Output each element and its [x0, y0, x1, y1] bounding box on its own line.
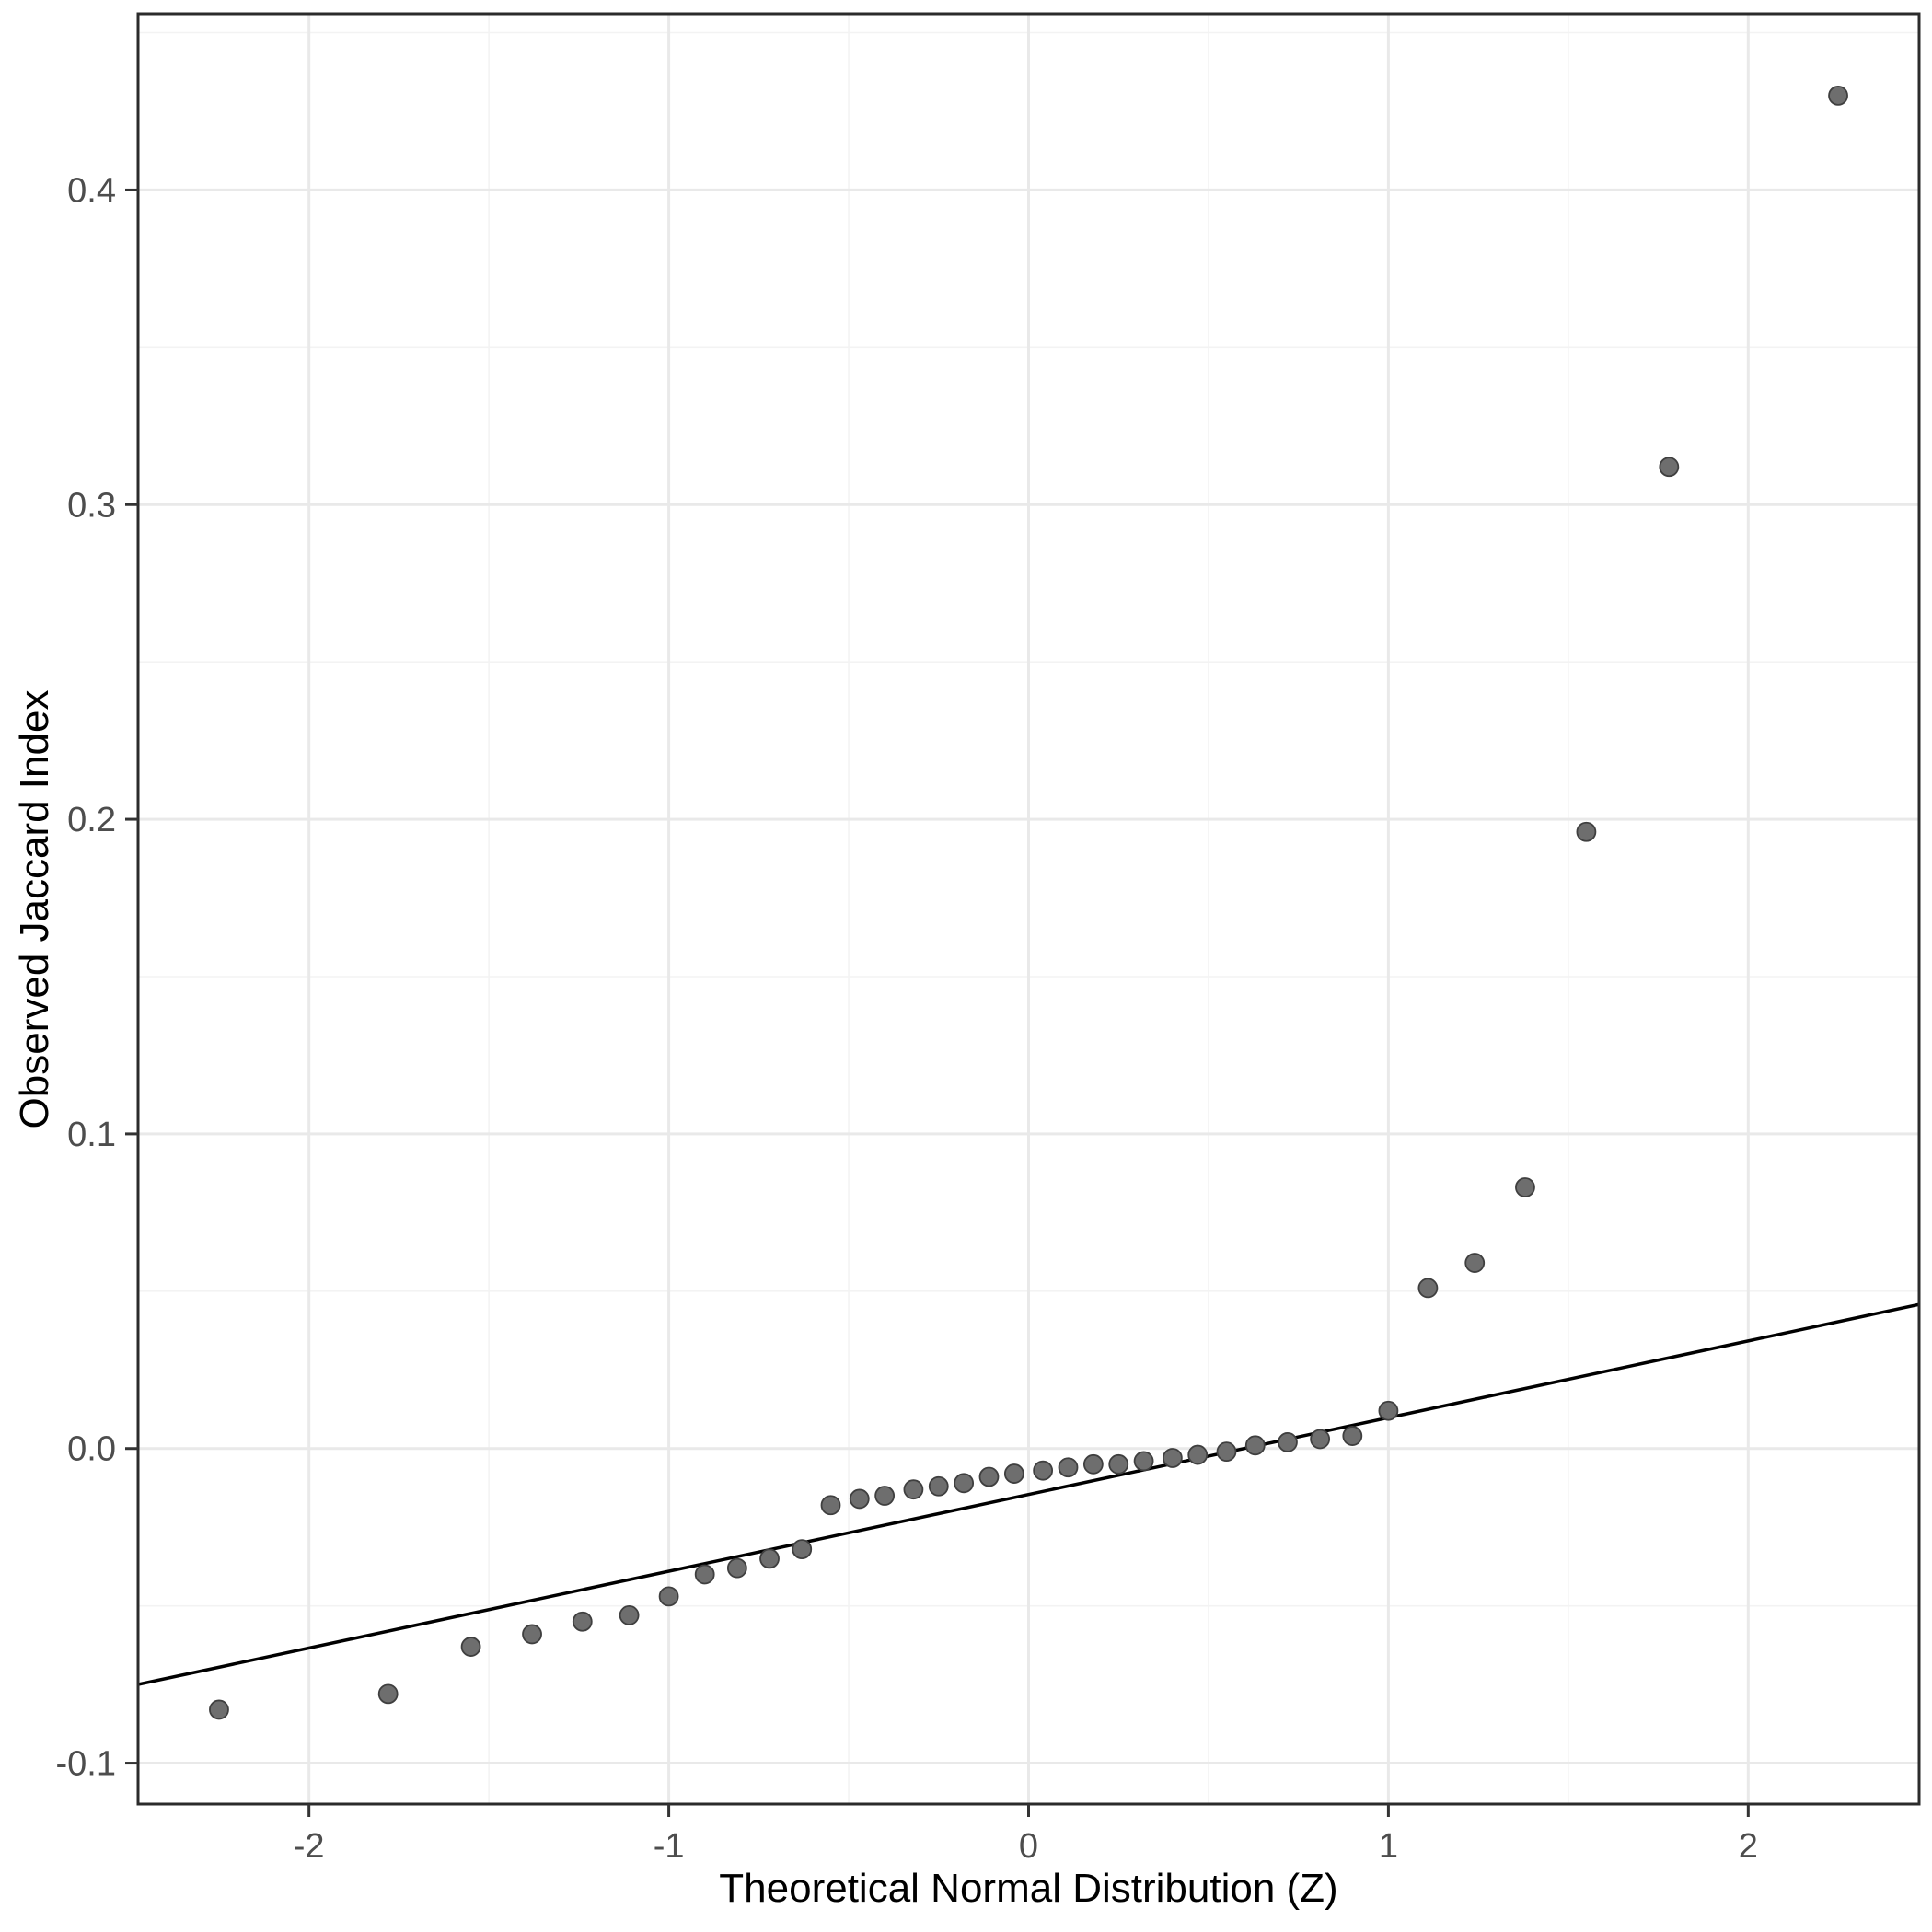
- y-tick-label: 0.2: [67, 801, 116, 839]
- data-point: [1828, 85, 1848, 106]
- data-point: [1244, 1435, 1266, 1456]
- x-tick-label: 2: [1739, 1827, 1758, 1866]
- data-point: [759, 1548, 780, 1569]
- data-point: [209, 1699, 229, 1720]
- y-axis-title: Observed Jaccard Index: [12, 689, 57, 1129]
- data-point: [1082, 1453, 1104, 1475]
- data-point: [1464, 1253, 1486, 1273]
- x-axis-title: Theoretical Normal Distribution (Z): [719, 1866, 1338, 1911]
- data-point: [1278, 1431, 1298, 1452]
- data-point: [619, 1605, 640, 1625]
- data-point: [820, 1495, 841, 1516]
- x-tick-label: -2: [294, 1827, 325, 1866]
- data-point: [1659, 457, 1680, 478]
- data-point: [1417, 1278, 1439, 1299]
- data-point: [928, 1475, 949, 1497]
- data-point: [1378, 1400, 1399, 1421]
- data-point: [874, 1486, 896, 1506]
- data-point: [1515, 1177, 1535, 1197]
- data-point: [903, 1479, 924, 1500]
- y-tick-label: 0.3: [67, 486, 116, 525]
- data-point: [849, 1488, 870, 1510]
- data-point: [1342, 1426, 1363, 1446]
- y-tick-label: 0.1: [67, 1116, 116, 1154]
- grid-major: [138, 14, 1919, 1804]
- data-point: [1187, 1444, 1209, 1465]
- data-point: [726, 1557, 747, 1579]
- data-point: [1310, 1429, 1331, 1450]
- axis-tick-labels: -2 -1 0 1 2 -0.1 0.0 0.1 0.2 0.3 0.4: [56, 171, 1758, 1866]
- data-point: [1162, 1448, 1183, 1468]
- axis-ticks: [125, 188, 1750, 1817]
- data-point: [978, 1466, 1000, 1487]
- data-point: [954, 1473, 975, 1494]
- data-point: [1058, 1457, 1079, 1478]
- data-point: [1576, 821, 1597, 842]
- data-point: [522, 1624, 542, 1645]
- data-point: [694, 1564, 715, 1585]
- x-tick-label: -1: [654, 1827, 685, 1866]
- data-point: [1108, 1453, 1129, 1475]
- y-tick-label: 0.0: [67, 1430, 116, 1469]
- data-point: [1033, 1460, 1054, 1481]
- data-point: [792, 1539, 813, 1560]
- data-point: [572, 1611, 593, 1632]
- y-tick-label: -0.1: [56, 1745, 116, 1784]
- data-point: [1133, 1451, 1154, 1472]
- data-point: [658, 1586, 679, 1607]
- y-tick-label: 0.4: [67, 171, 116, 210]
- data-point: [377, 1683, 399, 1705]
- qq-reference-line: [138, 1302, 1919, 1686]
- data-points: [209, 85, 1848, 1720]
- data-point: [1216, 1441, 1237, 1463]
- data-point: [460, 1637, 481, 1657]
- x-tick-label: 0: [1019, 1827, 1038, 1866]
- data-point: [1003, 1463, 1024, 1484]
- x-tick-label: 1: [1379, 1827, 1398, 1866]
